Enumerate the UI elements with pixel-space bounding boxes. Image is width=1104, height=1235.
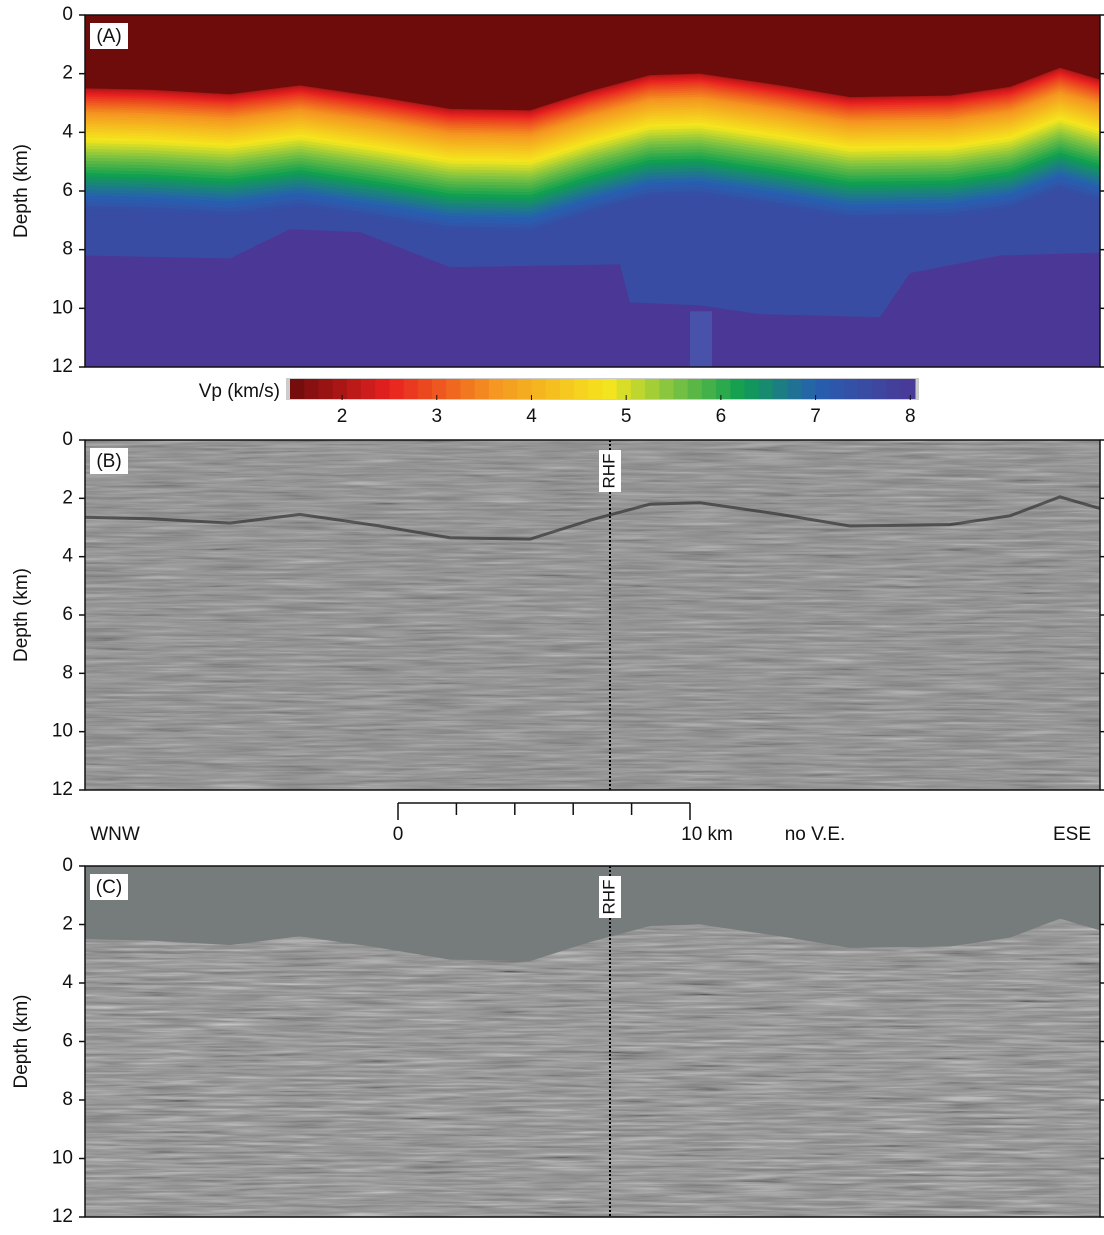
y-tick-label: 8 (62, 239, 73, 260)
colorbar-step (361, 379, 376, 399)
panel-label: (C) (96, 877, 122, 898)
colorbar-step (602, 379, 618, 399)
y-axis-title: Depth (km) (11, 568, 32, 662)
colorbar-step (730, 379, 746, 399)
marker-label: RHF (599, 880, 618, 915)
colorbar-step (801, 379, 817, 399)
colorbar-step (815, 379, 831, 399)
orientation-left: WNW (90, 824, 140, 845)
colorbar-step (488, 379, 504, 399)
y-tick-label: 0 (62, 855, 73, 876)
y-tick-label: 8 (62, 1089, 73, 1110)
colorbar-step (645, 379, 660, 399)
colorbar-step (616, 379, 632, 399)
y-tick-label: 12 (52, 1206, 73, 1227)
seismic-texture (85, 440, 1100, 790)
colorbar-step (787, 379, 802, 399)
colorbar-step (701, 379, 717, 399)
y-axis-title: Depth (km) (11, 995, 32, 1089)
colorbar-step (304, 379, 319, 399)
scale-label: 0 (393, 824, 404, 845)
colorbar-step (858, 379, 873, 399)
colorbar-step (446, 379, 461, 399)
colorbar-tick-label: 3 (431, 406, 442, 427)
y-tick-label: 0 (62, 4, 73, 25)
panel-label: (B) (96, 451, 121, 472)
y-tick-label: 0 (62, 429, 73, 450)
colorbar-step (460, 379, 476, 399)
orientation-right: ESE (1053, 824, 1091, 845)
y-tick-label: 2 (62, 63, 73, 84)
y-tick-label: 2 (62, 914, 73, 935)
colorbar-step (659, 379, 675, 399)
colorbar-tick-label: 6 (716, 406, 727, 427)
colorbar-step (574, 379, 589, 399)
y-tick-label: 6 (62, 604, 73, 625)
colorbar-tick-label: 8 (905, 406, 916, 427)
colorbar-step (829, 379, 845, 399)
y-tick-label: 2 (62, 487, 73, 508)
colorbar-tick-label: 4 (526, 406, 537, 427)
colorbar-step (346, 379, 362, 399)
colorbar-step (687, 379, 703, 399)
marker-label: RHF (599, 454, 618, 489)
colorbar-step (531, 379, 547, 399)
y-axis-title: Depth (km) (11, 144, 32, 238)
seafloor (84, 495, 1101, 541)
panel-label-box (90, 874, 128, 900)
y-tick-label: 4 (62, 546, 73, 567)
y-tick-label: 10 (52, 721, 73, 742)
colorbar-step (332, 379, 348, 399)
y-tick-label: 4 (62, 972, 73, 993)
exaggeration-note: no V.E. (785, 824, 846, 845)
y-tick-label: 6 (62, 180, 73, 201)
colorbar-step (290, 379, 305, 399)
low-velocity-column (690, 311, 712, 367)
colorbar-step (843, 379, 859, 399)
deep-layer (85, 229, 1100, 367)
colorbar-tick-label: 5 (621, 406, 632, 427)
colorbar-step (389, 379, 405, 399)
colorbar-step (872, 379, 888, 399)
colorbar-step (758, 379, 774, 399)
colorbar-step (503, 379, 518, 399)
colorbar-step (630, 379, 646, 399)
y-tick-label: 10 (52, 297, 73, 318)
colorbar-step (417, 379, 433, 399)
colorbar-step (588, 379, 603, 399)
marker-box (599, 450, 621, 492)
colorbar-step (474, 379, 490, 399)
colorbar-step (375, 379, 390, 399)
colorbar-tick-label: 2 (337, 406, 348, 427)
y-tick-label: 6 (62, 1031, 73, 1052)
marker-box (599, 876, 621, 918)
y-tick-label: 12 (52, 356, 73, 377)
colorbar-step (886, 379, 902, 399)
colorbar-step (403, 379, 419, 399)
colorbar-step (716, 379, 731, 399)
water-column (85, 866, 1100, 962)
panel-label-box (90, 23, 128, 49)
colorbar-step (517, 379, 532, 399)
colorbar-step (545, 379, 561, 399)
velocity-model (85, 15, 1100, 367)
colorbar-step (318, 379, 334, 399)
colorbar-step (673, 379, 689, 399)
y-tick-label: 8 (62, 662, 73, 683)
y-tick-label: 4 (62, 121, 73, 142)
colorbar-label: Vp (km/s) (199, 381, 280, 402)
colorbar-step (559, 379, 575, 399)
colorbar-step (900, 379, 916, 399)
y-tick-label: 10 (52, 1148, 73, 1169)
panel-label-box (90, 448, 128, 474)
colorbar-step (432, 379, 447, 399)
y-tick-label: 12 (52, 779, 73, 800)
colorbar-step (744, 379, 760, 399)
colorbar-tick-label: 7 (810, 406, 821, 427)
panel-label: (A) (96, 26, 121, 47)
scale-label: 10 km (681, 824, 733, 845)
colorbar-step (772, 379, 788, 399)
